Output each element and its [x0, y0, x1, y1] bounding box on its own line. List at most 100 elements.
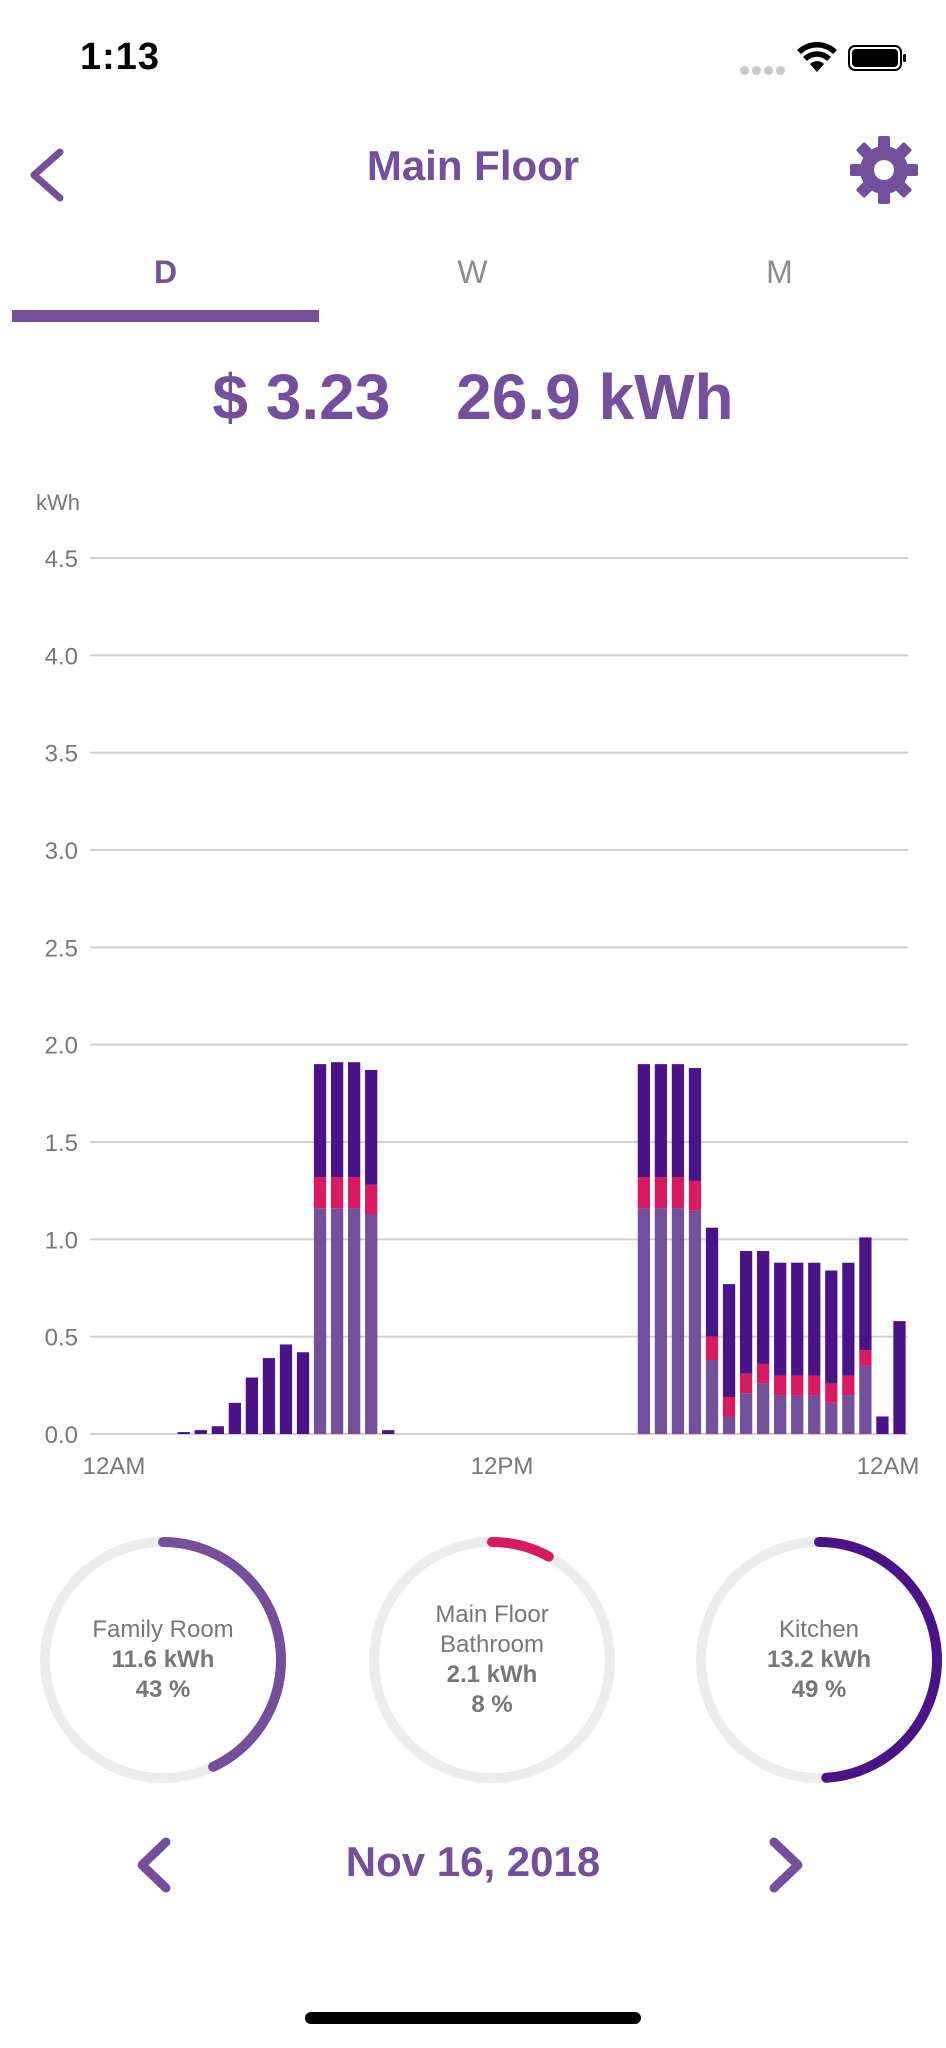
bar-segment [739, 1393, 753, 1434]
bar-segment [893, 1321, 906, 1434]
bar-segment [330, 1208, 344, 1434]
bar-segment [348, 1177, 361, 1209]
bar-segment [757, 1383, 770, 1434]
bar-segment [791, 1395, 804, 1434]
bar-segment [842, 1375, 855, 1396]
bar-segment [671, 1177, 685, 1209]
bar-segment [382, 1430, 395, 1434]
bar-segment [245, 1377, 259, 1434]
page-title: Main Floor [366, 142, 580, 189]
bar-segment [654, 1208, 668, 1434]
donut-label: Main Floor Bathroom [435, 1601, 549, 1658]
bar-segment [348, 1208, 361, 1434]
donut-energy: 13.2 kWh [766, 1646, 872, 1673]
donut-label: Family Room [92, 1616, 234, 1643]
wifi-icon [797, 42, 837, 72]
y-tick-label: 0.0 [45, 1422, 78, 1449]
y-tick-label: 2.5 [45, 935, 78, 962]
bar-segment [262, 1358, 276, 1434]
bar-segment [637, 1208, 650, 1434]
breakdown-donuts: Family Room 11.6 kWh 43 % Main Floor Bat… [0, 1525, 946, 1805]
bar-segment [722, 1284, 736, 1398]
tab-day[interactable]: D [153, 254, 178, 290]
y-axis-label: kWh [36, 490, 80, 515]
bar-segment [654, 1177, 668, 1209]
bar-segment [313, 1177, 327, 1209]
donut-ring [40, 1537, 286, 1783]
previous-day-button[interactable] [130, 1834, 180, 1896]
bar-segment [688, 1068, 702, 1181]
current-date: Nov 16, 2018 [345, 1838, 601, 1885]
bar-segment [859, 1237, 872, 1351]
bar-segment [859, 1365, 872, 1434]
bar-segment [194, 1430, 207, 1434]
bar-segment [637, 1064, 650, 1178]
gear-icon[interactable] [848, 134, 920, 206]
y-tick-label: 4.0 [45, 643, 78, 670]
bar-segment [313, 1208, 327, 1434]
bar-segment [774, 1395, 787, 1434]
donut-energy: 2.1 kWh [446, 1661, 538, 1688]
bar-segment [825, 1402, 838, 1434]
bar-segment [705, 1336, 719, 1361]
bar-segment [705, 1360, 719, 1434]
bar-segment [705, 1227, 719, 1337]
donut-bathroom[interactable]: Main Floor Bathroom 2.1 kWh 8 % [357, 1525, 627, 1795]
next-day-button[interactable] [760, 1834, 810, 1896]
y-tick-label: 2.0 [45, 1033, 78, 1060]
x-tick-label: 12AM [83, 1453, 146, 1480]
bar-segment [774, 1375, 787, 1396]
back-chevron-icon[interactable] [20, 140, 80, 210]
bar-segment [774, 1262, 787, 1376]
bar-segment [791, 1375, 804, 1396]
donut-family-room[interactable]: Family Room 11.6 kWh 43 % [28, 1525, 298, 1795]
bar-segment [330, 1062, 344, 1178]
tab-month[interactable]: M [766, 254, 793, 290]
bar-segment [808, 1395, 821, 1434]
bar-segment [825, 1383, 838, 1403]
y-tick-label: 3.0 [45, 838, 78, 865]
totals: $ 3.23 26.9 kWh [0, 360, 946, 434]
bar-segment [808, 1375, 821, 1396]
bar-segment [348, 1062, 361, 1178]
y-tick-label: 3.5 [45, 741, 78, 768]
bar-segment [876, 1416, 889, 1434]
bar-segment [739, 1373, 753, 1394]
bar-segment [365, 1069, 378, 1185]
total-energy: 26.9 kWh [456, 361, 734, 433]
donut-label: Kitchen [778, 1616, 860, 1643]
bar-segment [722, 1416, 736, 1434]
y-tick-label: 1.5 [45, 1130, 78, 1157]
bar-segment [365, 1184, 378, 1215]
total-cost: $ 3.23 [212, 361, 391, 433]
bar-segment [279, 1344, 293, 1434]
donut-kitchen[interactable]: Kitchen 13.2 kWh 49 % [684, 1525, 946, 1795]
usage-chart-svg: kWh 0.0 0.5 1.0 1.5 2.0 2.5 3.0 3.5 4.0 4.5 12AM 12P… [36, 490, 919, 1480]
bar-segment [859, 1350, 872, 1366]
bar-segment [654, 1064, 668, 1178]
bar-segment [757, 1251, 770, 1364]
bar-segment [330, 1177, 344, 1209]
tab-underline [12, 310, 319, 322]
y-tick-label: 0.5 [45, 1325, 78, 1352]
status-time: 1:13 [80, 36, 161, 78]
bar-segment [688, 1210, 702, 1434]
bar-segment [808, 1262, 821, 1376]
bar-segment [365, 1214, 378, 1434]
bar-segment [722, 1397, 736, 1417]
donut-energy: 11.6 kWh [111, 1646, 215, 1673]
bar-segment [739, 1251, 753, 1374]
bar-segment [671, 1064, 685, 1178]
date-nav: Nov 16, 2018 [0, 1820, 946, 1910]
bar-segment [637, 1177, 650, 1209]
y-tick-label: 4.5 [45, 546, 78, 573]
status-bar: 1:13 [0, 0, 946, 110]
x-tick-label: 12PM [471, 1453, 534, 1480]
tab-week[interactable]: W [457, 254, 488, 290]
home-indicator[interactable] [305, 2012, 641, 2024]
donut-percent: 43 % [135, 1676, 191, 1703]
donut-ring [369, 1537, 615, 1783]
bar-segment [296, 1352, 310, 1434]
bar-segment [757, 1363, 770, 1384]
bar-segment [688, 1180, 702, 1211]
